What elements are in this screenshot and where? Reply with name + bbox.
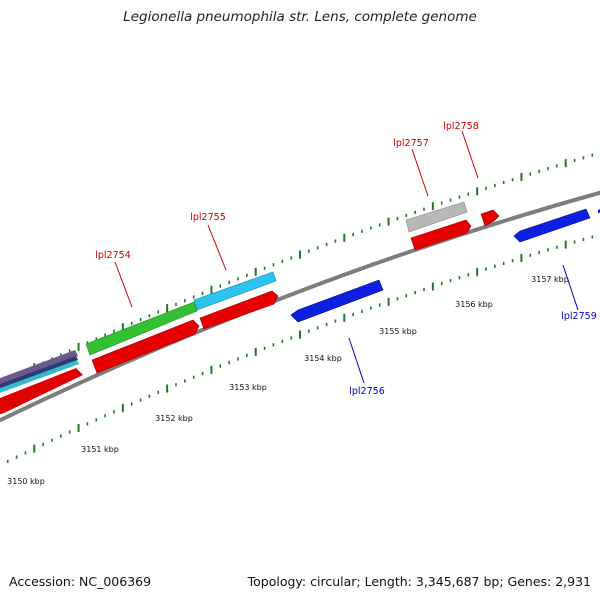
gene-label-lpl2754: lpl2754 xyxy=(95,250,131,261)
forward-features xyxy=(0,201,500,415)
gene-labels: lpl2754 lpl2755 lpl2756 lpl2757 lpl2758 … xyxy=(95,121,597,397)
tick-label-3150: 3150 kbp xyxy=(7,477,45,486)
cds-arrow-lpl2755 xyxy=(199,290,279,330)
kbp-scale xyxy=(6,235,594,463)
gene-label-lpl2755: lpl2755 xyxy=(190,212,226,223)
cds-arrow-lpl2757 xyxy=(410,219,472,251)
tick-label-3157: 3157 kbp xyxy=(531,275,569,284)
reverse-features xyxy=(290,208,600,323)
tick-label-3154: 3154 kbp xyxy=(304,354,342,363)
gene-label-lpl2758: lpl2758 xyxy=(443,121,479,132)
kbp-labels: 3150 kbp 3151 kbp 3152 kbp 3153 kbp 3154… xyxy=(7,275,569,486)
tick-label-3155: 3155 kbp xyxy=(379,327,417,336)
leader-lpl2754 xyxy=(114,261,133,308)
gene-bar-lpl2757 xyxy=(405,201,468,233)
gene-bar-lpl2754 xyxy=(85,301,198,356)
tick-label-3153: 3153 kbp xyxy=(229,383,267,392)
leader-lpl2758 xyxy=(461,130,479,179)
gene-bar-lpl2755 xyxy=(193,271,277,311)
gene-label-lpl2759: lpl2759 xyxy=(561,311,597,322)
tick-label-3152: 3152 kbp xyxy=(155,414,193,423)
cds-arrow-lpl2759 xyxy=(513,208,591,243)
cds-arrow-lpl2754 xyxy=(91,319,200,374)
tick-label-3156: 3156 kbp xyxy=(455,300,493,309)
leader-lpl2756 xyxy=(348,337,365,384)
accession-text: Accession: NC_006369 xyxy=(9,574,152,589)
feature-bar-navy xyxy=(0,356,78,389)
leader-lpl2755 xyxy=(207,224,227,271)
gene-label-lpl2756: lpl2756 xyxy=(349,386,385,397)
genome-summary-text: Topology: circular; Length: 3,345,687 bp… xyxy=(247,574,591,589)
map-title: Legionella pneumophila str. Lens, comple… xyxy=(123,9,477,25)
leader-lpl2757 xyxy=(411,148,429,197)
cds-arrow-lpl2756 xyxy=(290,279,384,323)
tick-label-3151: 3151 kbp xyxy=(81,445,119,454)
feature-bar-teal xyxy=(0,360,79,393)
genome-backbone xyxy=(0,190,600,423)
gene-label-lpl2757: lpl2757 xyxy=(393,138,429,149)
cds-arrow xyxy=(0,368,83,415)
leader-lpl2759 xyxy=(562,264,579,311)
cds-arrow-lpl2758 xyxy=(480,209,500,227)
